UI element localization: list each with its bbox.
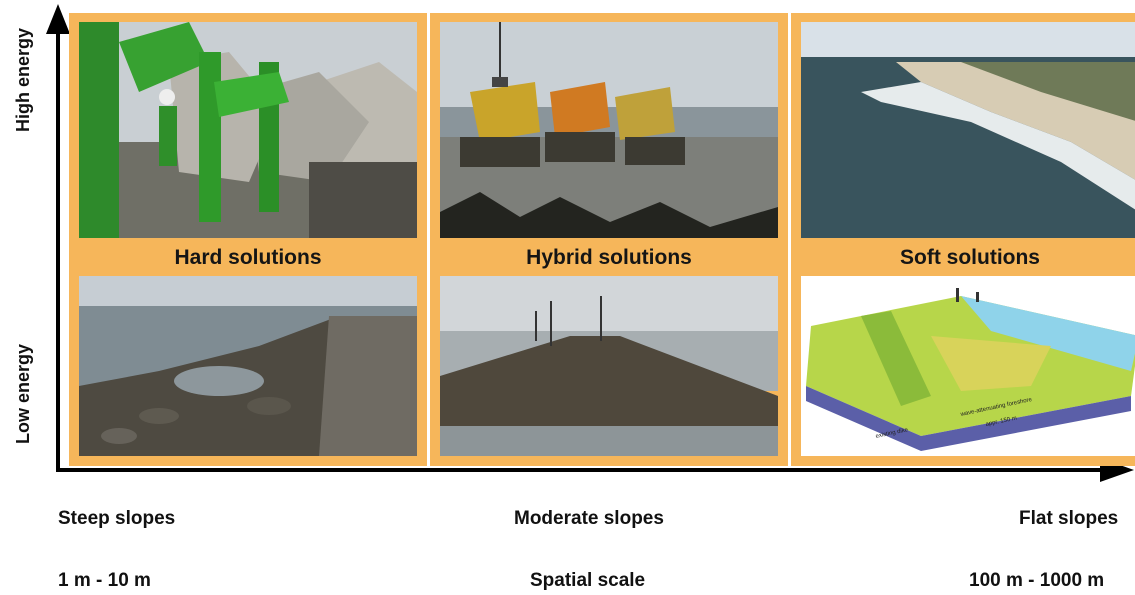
panel-hybrid-solutions: Hybrid solutions [430, 13, 788, 466]
panel-title-soft: Soft solutions [900, 246, 1040, 269]
label-scale-large: 100 m - 1000 m [969, 570, 1105, 591]
dump-trucks-rock-placement-photo [440, 22, 778, 238]
concrete-armour-units-photo [79, 22, 417, 238]
y-axis-label-high: High energy [13, 27, 33, 133]
y-axis-label-low: Low energy [13, 343, 33, 445]
label-flat-slopes: Flat slopes [1019, 508, 1119, 529]
panel-soft-solutions: Soft solutions existing dike wave-attenu… [791, 13, 1135, 466]
y-axis-arrow [46, 4, 70, 34]
panel-hard-solutions: Hard solutions [69, 13, 427, 466]
aerial-sandy-coast-photo [801, 22, 1135, 238]
label-spatial-scale: Spatial scale [530, 570, 646, 591]
foreshore-cross-section-diagram: existing dike wave-attenuating foreshore… [801, 276, 1135, 456]
panel-title-hard: Hard solutions [174, 246, 322, 269]
label-steep-slopes: Steep slopes [58, 508, 176, 529]
oyster-reef-tidal-flat-photo [440, 276, 778, 456]
panel-title-hybrid: Hybrid solutions [526, 246, 692, 269]
label-moderate-slopes: Moderate slopes [514, 508, 664, 529]
label-scale-small: 1 m - 10 m [58, 570, 151, 591]
rock-revetment-photo [79, 276, 417, 456]
